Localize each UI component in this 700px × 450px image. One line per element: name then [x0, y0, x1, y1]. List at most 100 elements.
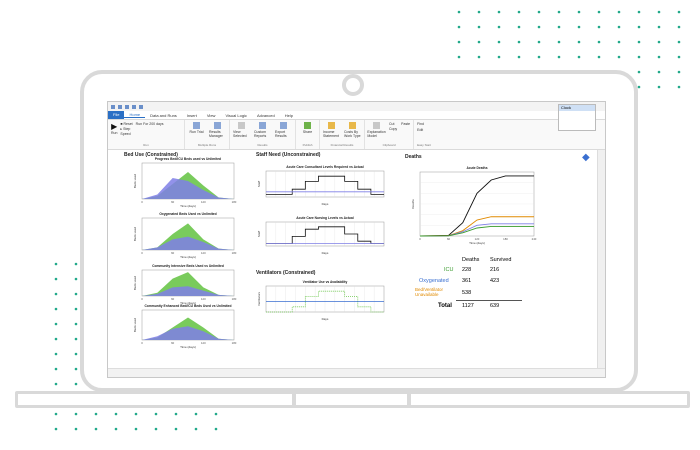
cut-button[interactable]: Cut [389, 122, 395, 126]
redo-icon[interactable] [125, 104, 129, 109]
run-icon[interactable]: ▶ [111, 122, 118, 131]
laptop-base-right [408, 391, 690, 408]
reset-button[interactable]: ■ Reset [120, 122, 132, 126]
decor-dot [517, 55, 521, 59]
results-manager-icon [214, 122, 221, 129]
run-for-field[interactable]: Run For 200 days [135, 122, 164, 126]
ribbon-group-multiple-runs: Run Trial Results Manager Multiple Runs [185, 120, 230, 149]
decor-dot [637, 25, 641, 29]
deaths-title: Deaths [405, 154, 422, 160]
paste-button[interactable]: Paste [401, 122, 411, 126]
results-manager-button[interactable]: Results Manager [209, 122, 226, 138]
decor-dot [637, 10, 641, 14]
view-selected-icon [238, 122, 245, 129]
view-selected-button[interactable]: View Selected [233, 122, 250, 138]
ribbon-group-results: View Selected Custom Reports Export Resu… [230, 120, 296, 149]
tab-insert[interactable]: Insert [186, 112, 197, 118]
tab-advanced[interactable]: Advanced [256, 112, 275, 118]
clock-popup[interactable]: Clock [558, 104, 596, 131]
tab-view[interactable]: View [206, 112, 216, 118]
total-deaths: 1127 [462, 303, 474, 309]
ribbon-group-financial-results: Income Statement Costs By Work Type Fina… [320, 120, 365, 149]
decor-dot [617, 40, 621, 44]
unavailable-deaths: 538 [462, 290, 472, 296]
decor-dot [557, 55, 561, 59]
decor-dot [114, 427, 118, 431]
decor-dot [557, 40, 561, 44]
ribbon-group-easy-start: Find Edit Easy Start [414, 120, 434, 149]
decor-dot [557, 10, 561, 14]
decor-dot [134, 427, 138, 431]
decor-dot [477, 55, 481, 59]
status-bar [108, 368, 605, 377]
export-results-button[interactable]: Export Results [275, 122, 292, 138]
decor-dot [54, 352, 58, 356]
ribbon-group-clipboard: Explanation Model Cut Copy Paste Clipboa… [365, 120, 415, 149]
decor-dot [457, 25, 461, 29]
ribbon-group-run: ▶ Run ■ Reset ▸ Step Speed Run For 200 d… [108, 120, 185, 149]
run-trial-button[interactable]: Run Trial [188, 122, 205, 138]
costs-by-work-type-button[interactable]: Costs By Work Type [344, 122, 361, 138]
decor-dot [617, 55, 621, 59]
tab-file[interactable]: File [108, 111, 125, 119]
income-statement-label: Income Statement [323, 130, 339, 138]
costs-by-work-type-label: Costs By Work Type [344, 130, 361, 138]
run-button[interactable]: Run [111, 131, 118, 135]
decor-dot [537, 55, 541, 59]
reset-label: Reset [123, 122, 133, 126]
decor-dot [174, 427, 178, 431]
decor-dot [657, 10, 661, 14]
decor-dot [94, 427, 98, 431]
speed-slider[interactable]: Speed [120, 132, 131, 136]
income-statement-button[interactable]: Income Statement [323, 122, 340, 138]
decor-dot [597, 10, 601, 14]
play-icon[interactable] [132, 104, 136, 109]
tab-visual-logic[interactable]: Visual Logic [225, 112, 247, 118]
tab-help[interactable]: Help [284, 112, 293, 118]
copy-button[interactable]: Copy [389, 127, 398, 131]
group-label-results: Results [257, 143, 268, 147]
decor-dot [537, 10, 541, 14]
decor-dot [517, 10, 521, 14]
decor-dot [54, 262, 58, 266]
decor-dot [497, 25, 501, 29]
group-label-financial-results: Financial Results [330, 143, 354, 147]
decor-dot [537, 25, 541, 29]
group-label-publish: Publish [302, 143, 313, 147]
ventilators-title: Ventilators (Constrained) [256, 270, 316, 276]
decor-dot [597, 25, 601, 29]
total-survived: 639 [490, 303, 500, 309]
undo-icon[interactable] [118, 104, 122, 109]
decor-dot [477, 10, 481, 14]
explanation-model-button[interactable]: Explanation Model [367, 122, 386, 138]
tab-data-and-runs[interactable]: Data and Runs [150, 112, 177, 118]
edit-button[interactable]: Edit [417, 128, 424, 132]
decor-dot [537, 40, 541, 44]
save-icon[interactable] [111, 104, 115, 109]
step-label: Step [123, 127, 131, 131]
export-results-label: Export Results [275, 130, 287, 138]
custom-reports-button[interactable]: Custom Reports [254, 122, 271, 138]
group-label-run: Run [143, 143, 149, 147]
decor-dot [617, 25, 621, 29]
decor-dot [577, 10, 581, 14]
decor-dot [74, 412, 78, 416]
bed-use-title: Bed Use (Constrained) [124, 152, 178, 158]
step-icon: ▸ [120, 127, 124, 131]
share-button[interactable]: Share [299, 122, 316, 134]
icu-deaths: 228 [462, 267, 472, 273]
decor-dot [677, 55, 681, 59]
decor-dot [517, 25, 521, 29]
find-button[interactable]: Find [417, 122, 424, 126]
stop-icon[interactable] [139, 104, 143, 109]
row-label-icu: ICU [444, 267, 454, 273]
tab-home[interactable]: Home [124, 112, 146, 118]
vertical-scrollbar[interactable] [597, 150, 605, 368]
ribbon: ▶ Run ■ Reset ▸ Step Speed Run For 200 d… [108, 120, 605, 150]
oxygenated-deaths: 361 [462, 278, 472, 284]
navigate-arrow-icon[interactable]: ◆ [582, 152, 590, 163]
decor-dot [677, 40, 681, 44]
decor-dot [54, 292, 58, 296]
step-button[interactable]: ▸ Step [120, 127, 132, 131]
decor-dot [54, 412, 58, 416]
